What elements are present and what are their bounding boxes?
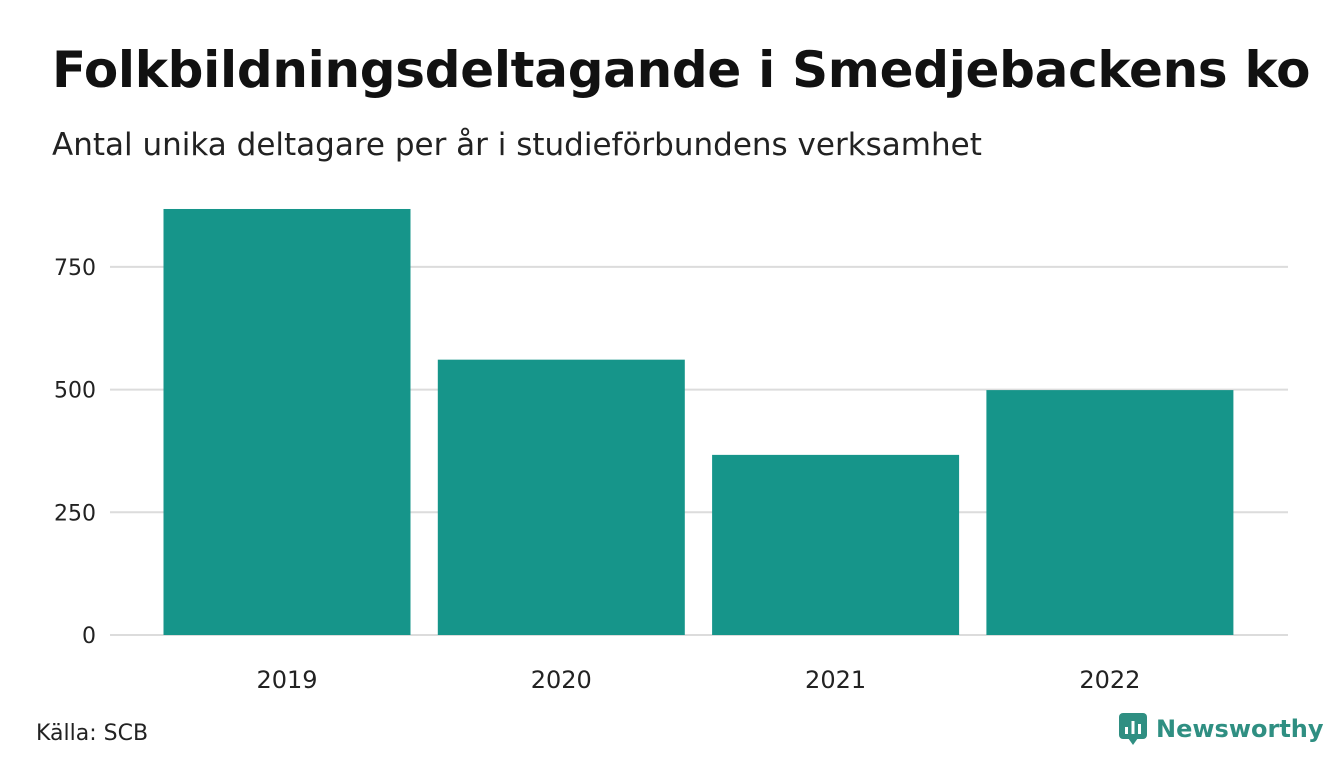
x-tick-label: 2021 [805, 666, 866, 694]
x-tick-label: 2022 [1079, 666, 1140, 694]
chart-subtitle: Antal unika deltagare per år i studieför… [52, 127, 982, 163]
y-tick-label: 0 [82, 624, 96, 649]
x-tick-label: 2019 [256, 666, 317, 694]
brand: Newsworthy [1118, 712, 1324, 746]
bars [163, 208, 1234, 635]
brand-name: Newsworthy [1156, 715, 1324, 743]
y-axis-ticks: 0 250 500 750 [54, 256, 96, 649]
y-tick-label: 250 [54, 501, 96, 526]
bar-2020 [437, 359, 685, 635]
y-tick-label: 500 [54, 379, 96, 404]
bar-2019 [163, 208, 411, 635]
y-tick-label: 750 [54, 256, 96, 281]
x-tick-label: 2020 [531, 666, 592, 694]
x-axis-ticks: 2019 2020 2021 2022 [256, 666, 1140, 694]
bar-2021 [712, 454, 960, 635]
chart-title: Folkbildningsdeltagande i Smedjebackens … [52, 41, 1310, 99]
source-note: Källa: SCB [36, 721, 149, 746]
bar-2022 [986, 390, 1234, 635]
newsworthy-logo-icon [1119, 713, 1147, 745]
